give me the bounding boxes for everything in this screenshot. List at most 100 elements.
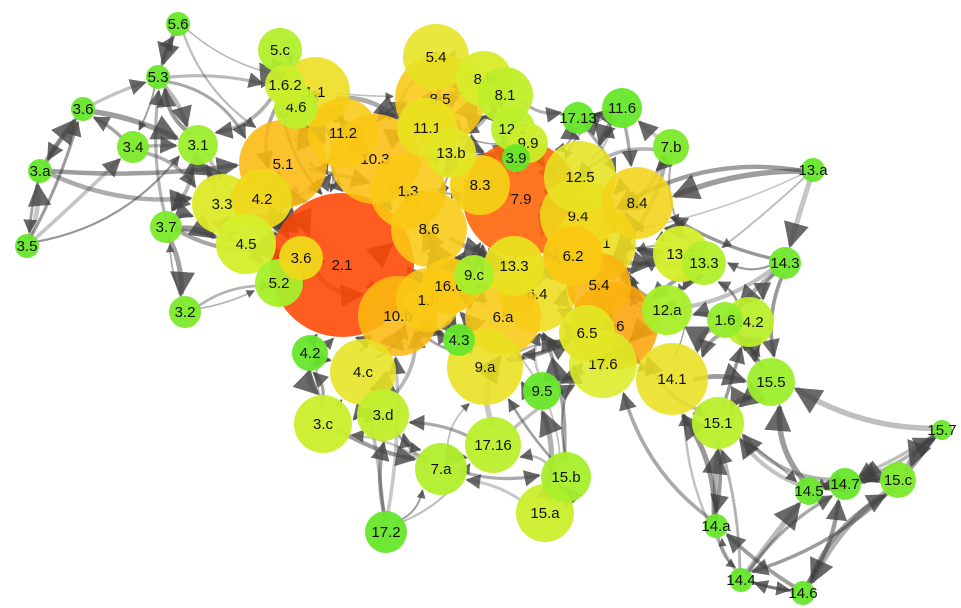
node-label: 13.3 (689, 255, 718, 272)
graph-node-15-1[interactable]: 15.1 (692, 397, 744, 449)
graph-node-5-3[interactable]: 5.3 (146, 65, 170, 89)
graph-edge (671, 168, 806, 200)
graph-node-17-16[interactable]: 17.16 (465, 417, 521, 473)
graph-node-14-7[interactable]: 14.7 (829, 468, 861, 500)
node-label: 3.9 (506, 150, 527, 167)
graph-node-6-5[interactable]: 6.5 (559, 305, 615, 361)
graph-edge (28, 120, 82, 241)
graph-node-1-6[interactable]: 1.6 (707, 302, 743, 338)
node-circle (292, 335, 328, 371)
graph-node-5-c[interactable]: 5.c (258, 28, 302, 72)
graph-node-4-2[interactable]: 4.2 (292, 335, 328, 371)
node-circle (880, 462, 916, 498)
node-circle (559, 305, 615, 361)
graph-node-14-1[interactable]: 14.1 (636, 343, 708, 415)
graph-edge (171, 156, 196, 212)
node-circle (729, 568, 753, 592)
node-label: 8.4 (627, 195, 648, 212)
node-label: 14.3 (770, 255, 799, 272)
graph-node-3-2[interactable]: 3.2 (169, 296, 201, 328)
node-label: 5.2 (269, 275, 290, 292)
graph-node-13-3b[interactable]: 13.3 (484, 236, 544, 296)
graph-node-12-5[interactable]: 12.5 (544, 141, 616, 213)
graph-node-8-4[interactable]: 8.4 (601, 167, 673, 239)
node-label: 5.c (270, 42, 291, 59)
node-label: 14.a (701, 518, 731, 535)
graph-node-3-4[interactable]: 3.4 (117, 131, 149, 163)
node-label: 4.3 (449, 332, 470, 349)
node-label: 5.6 (168, 16, 189, 33)
graph-node-14-a[interactable]: 14.a (701, 514, 731, 538)
node-circle (541, 452, 591, 502)
graph-node-4-2b[interactable]: 4.2 (232, 169, 292, 229)
graph-node-3-1[interactable]: 3.1 (178, 125, 218, 165)
graph-edge (725, 533, 799, 591)
graph-node-3-d[interactable]: 3.d (357, 389, 409, 441)
graph-node-17-2[interactable]: 17.2 (365, 511, 407, 553)
graph-node-11-2[interactable]: 11.2 (308, 98, 378, 168)
node-circle (747, 358, 795, 406)
graph-node-7-a[interactable]: 7.a (415, 443, 467, 495)
graph-node-4-c[interactable]: 4.c (330, 339, 396, 405)
graph-node-4-5[interactable]: 4.5 (216, 214, 276, 274)
graph-edge (148, 89, 168, 218)
graph-edge (670, 215, 777, 262)
graph-node-11-6[interactable]: 11.6 (602, 88, 642, 128)
graph-node-15-b[interactable]: 15.b (541, 452, 591, 502)
graph-edge (33, 155, 180, 244)
node-circle (403, 24, 469, 90)
graph-edge (727, 262, 776, 273)
graph-node-6-2[interactable]: 6.2 (543, 226, 603, 286)
graph-node-13-3[interactable]: 13.3 (682, 241, 726, 285)
node-label: 7.9 (511, 191, 532, 208)
graph-node-14-5[interactable]: 14.5 (794, 477, 824, 505)
graph-node-3-7[interactable]: 3.7 (150, 211, 182, 243)
graph-node-8-6[interactable]: 8.6 (391, 191, 467, 267)
graph-node-5-6[interactable]: 5.6 (166, 12, 190, 36)
node-label: 3.c (313, 416, 334, 433)
graph-node-17-13[interactable]: 17.13 (559, 102, 597, 134)
graph-node-12-a[interactable]: 12.a (642, 285, 692, 335)
node-label: 17.16 (474, 437, 512, 454)
graph-edge (181, 29, 257, 129)
node-label: 17.13 (559, 110, 597, 127)
graph-node-5-4[interactable]: 5.4 (403, 24, 469, 90)
node-circle (707, 302, 743, 338)
node-label: 8.3 (470, 177, 491, 194)
graph-node-14-3[interactable]: 14.3 (769, 247, 801, 279)
graph-edge (805, 493, 887, 589)
node-circle (150, 211, 182, 243)
graph-node-15-c[interactable]: 15.c (880, 462, 916, 498)
graph-node-15-5[interactable]: 15.5 (747, 358, 795, 406)
graph-node-13-b[interactable]: 13.b (426, 128, 476, 178)
node-label: 5.4 (589, 277, 610, 294)
graph-node-9-c[interactable]: 9.c (454, 255, 494, 295)
graph-node-14-4[interactable]: 14.4 (726, 568, 756, 592)
graph-node-3-6[interactable]: 3.6 (71, 97, 95, 121)
node-circle (258, 28, 302, 72)
node-circle (330, 339, 396, 405)
graph-edge (26, 182, 52, 240)
graph-node-3-9[interactable]: 3.9 (502, 144, 530, 172)
graph-node-14-6[interactable]: 14.6 (788, 581, 818, 605)
node-circle (932, 420, 952, 440)
node-circle (232, 169, 292, 229)
graph-node-13-a[interactable]: 13.a (798, 158, 828, 182)
graph-node-3-c[interactable]: 3.c (294, 395, 352, 453)
graph-node-7-b[interactable]: 7.b (653, 129, 689, 165)
graph-node-3-5[interactable]: 3.5 (15, 234, 39, 258)
node-label: 8.1 (495, 87, 516, 104)
node-circle (117, 131, 149, 163)
graph-node-9-5[interactable]: 9.5 (523, 372, 561, 410)
node-label: 14.4 (726, 572, 755, 589)
graph-node-4-3[interactable]: 4.3 (443, 324, 475, 356)
node-label: 5.3 (148, 69, 169, 86)
graph-node-3-a[interactable]: 3.a (28, 159, 52, 183)
graph-node-3-6b[interactable]: 3.6 (279, 236, 323, 280)
graph-node-15-7[interactable]: 15.7 (927, 420, 957, 440)
graph-node-1-6-2[interactable]: 1.6.2 (265, 65, 305, 105)
node-label: 6.5 (577, 325, 598, 342)
node-label: 3.1 (188, 137, 209, 154)
